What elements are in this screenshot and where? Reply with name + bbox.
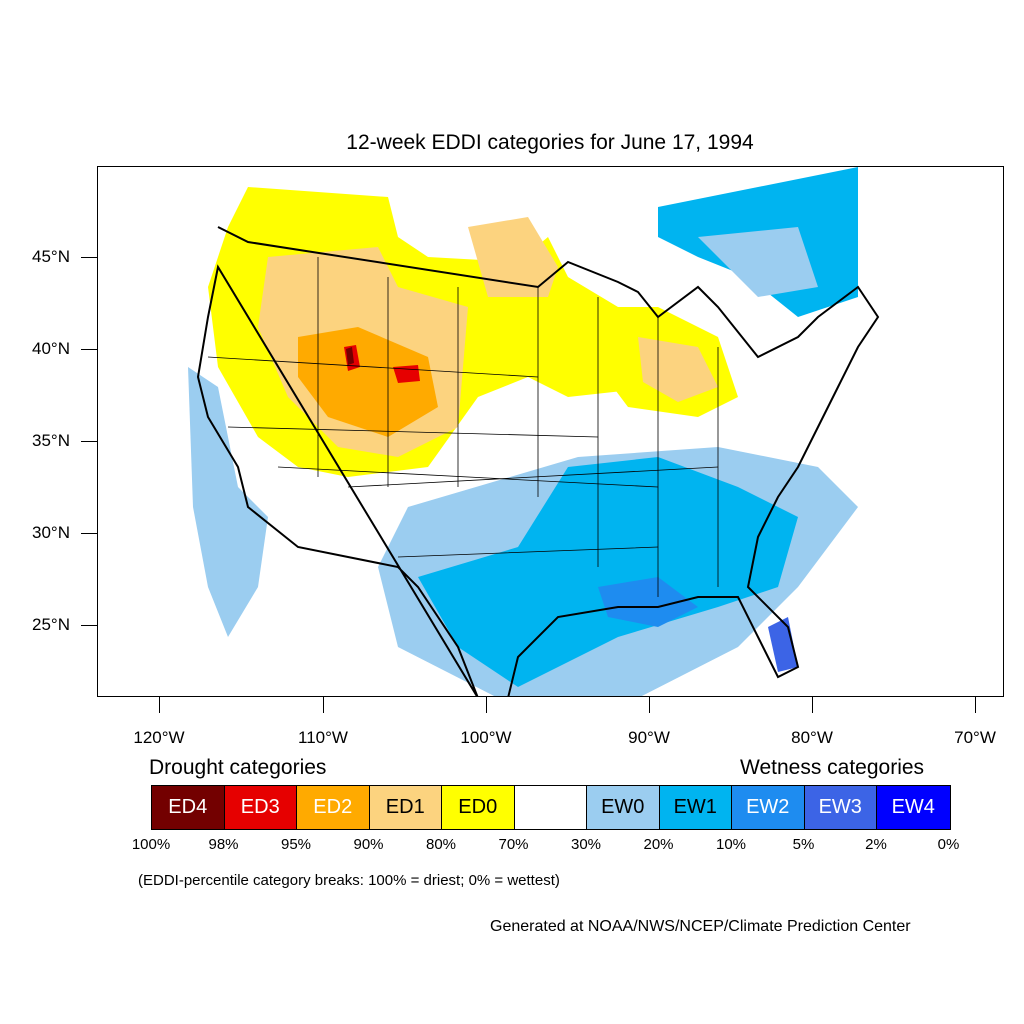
region-ed1-dakotas <box>468 217 558 297</box>
state-line-1 <box>317 257 719 597</box>
lon-tick <box>649 697 650 713</box>
legend-cell-ew4: EW4 <box>877 786 950 829</box>
wetness-heading: Wetness categories <box>740 756 925 779</box>
region-ew2-gulf <box>598 577 698 627</box>
lat-tick <box>81 533 97 534</box>
lon-label-100w: 100°W <box>460 728 512 747</box>
percent-break-label: 90% <box>353 836 384 853</box>
category-breaks-note: (EDDI-percentile category breaks: 100% =… <box>138 872 560 889</box>
credit-line: Generated at NOAA/NWS/NCEP/Climate Predi… <box>490 918 911 935</box>
percent-break-label: 100% <box>131 836 171 853</box>
region-ew0-canada <box>698 227 818 297</box>
lat-tick <box>81 625 97 626</box>
legend-cell-normal <box>514 786 587 829</box>
legend-cell-ew3: EW3 <box>804 786 877 829</box>
lon-tick <box>486 697 487 713</box>
lon-label-80w: 80°W <box>791 728 833 747</box>
region-ew3-florida <box>768 617 798 672</box>
percent-break-label: 0% <box>937 836 960 853</box>
percent-break-label: 98% <box>208 836 239 853</box>
percent-break-label: 95% <box>280 836 312 853</box>
lon-label-70w: 70°W <box>954 728 996 747</box>
legend-cell-ew2: EW2 <box>732 786 805 829</box>
percent-break-label: 5% <box>792 836 815 853</box>
lat-label-25: 25°N <box>32 615 70 634</box>
percent-break-label: 30% <box>570 836 602 853</box>
legend-cell-ed0: ED0 <box>442 786 515 829</box>
drought-wetness-regions <box>188 167 858 696</box>
lat-tick <box>81 349 97 350</box>
percent-break-label: 2% <box>865 836 887 853</box>
region-ew1-south <box>418 457 798 687</box>
lat-label-45: 45°N <box>32 247 70 266</box>
legend-cell-ew1: EW1 <box>659 786 732 829</box>
lat-label-40: 40°N <box>32 339 70 358</box>
lon-label-90w: 90°W <box>628 728 670 747</box>
percent-break-label: 20% <box>643 836 674 853</box>
legend-cell-ed1: ED1 <box>369 786 442 829</box>
lon-tick <box>159 697 160 713</box>
state-boundaries <box>196 226 880 696</box>
percent-break-label: 70% <box>498 836 529 853</box>
state-line-2 <box>207 356 719 558</box>
percent-break-label: 10% <box>715 836 747 853</box>
map-title: 12-week EDDI categories for June 17, 199… <box>346 131 754 154</box>
region-ew0-westcoast <box>188 367 268 637</box>
lat-tick <box>81 441 97 442</box>
drought-heading: Drought categories <box>149 756 327 779</box>
lon-label-120w: 120°W <box>133 728 185 747</box>
legend-cell-ew0: EW0 <box>587 786 660 829</box>
legend-cell-ed2: ED2 <box>297 786 370 829</box>
region-ed2-wyoming <box>298 327 438 437</box>
legend-cell-ed4: ED4 <box>152 786 225 829</box>
lat-label-35: 35°N <box>32 431 70 450</box>
lon-tick <box>975 697 976 713</box>
legend-color-bar: ED4 ED3 ED2 ED1 ED0 EW0 EW1 EW2 EW3 EW4 <box>151 785 951 830</box>
lon-tick <box>812 697 813 713</box>
lat-label-30: 30°N <box>32 523 70 542</box>
legend-cell-ed3: ED3 <box>224 786 297 829</box>
lon-tick <box>323 697 324 713</box>
lon-label-110w: 110°W <box>298 728 348 747</box>
lat-tick <box>81 257 97 258</box>
percent-break-label: 80% <box>425 836 457 853</box>
eddi-map <box>97 166 1004 697</box>
map-canvas <box>188 167 880 696</box>
region-ed4-spot <box>346 347 354 365</box>
us-outline <box>196 226 880 696</box>
